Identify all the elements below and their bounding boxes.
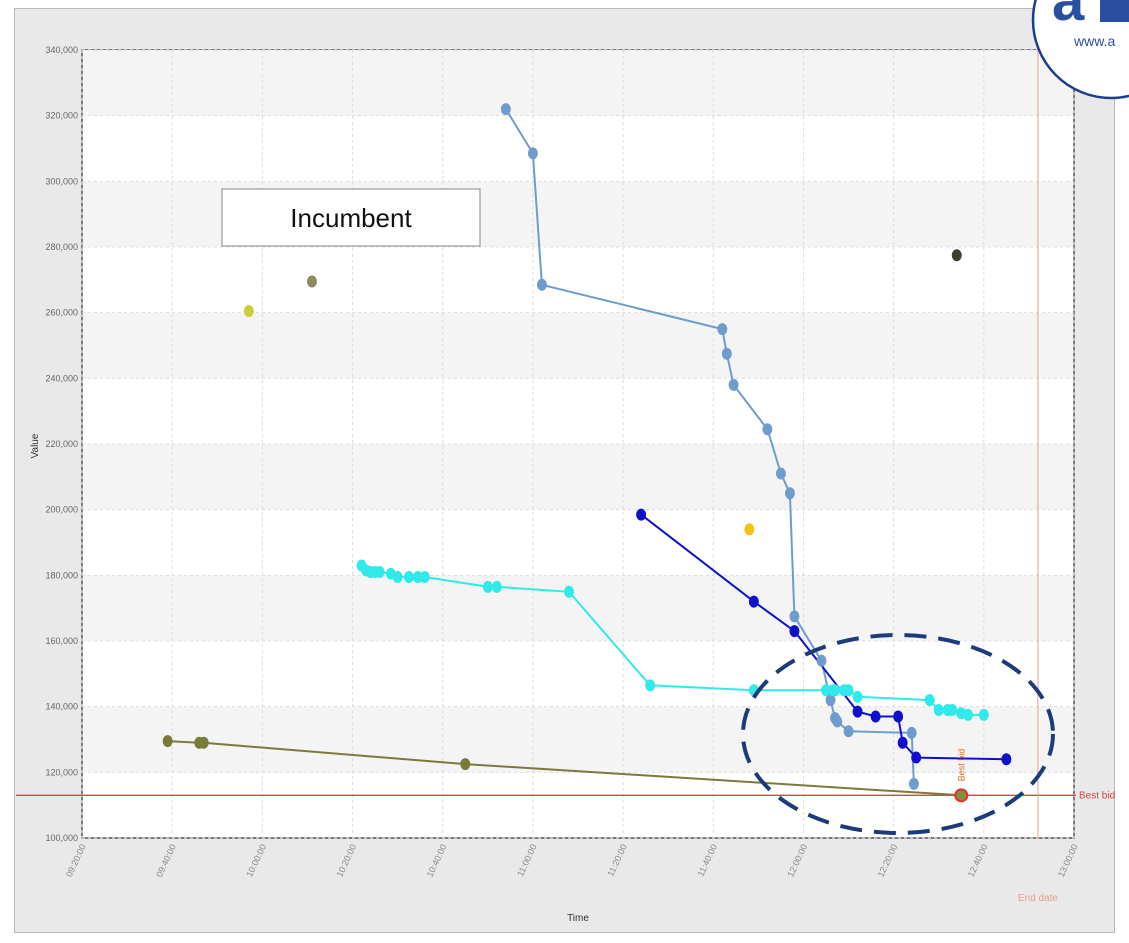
- series-2-point: [748, 595, 759, 608]
- series-1-point: [762, 423, 773, 436]
- x-tick-label: 10:20:00: [334, 843, 358, 879]
- x-tick-label: 13:00:00: [1056, 843, 1080, 879]
- logo: a www.a: [1031, 0, 1129, 100]
- best-bid-marker: [954, 788, 969, 803]
- series-1-point: [908, 777, 919, 790]
- series-3-point: [482, 580, 493, 593]
- series-2-point: [897, 736, 908, 749]
- y-tick-label: 180,000: [45, 570, 78, 580]
- reference-lines: Best bid End date: [16, 50, 1115, 904]
- incumbent-annotation: Incumbent: [221, 188, 481, 247]
- series-3-point: [419, 570, 430, 583]
- svg-text:a: a: [1052, 0, 1085, 33]
- plot-band: [83, 706, 1073, 773]
- plot-band: [83, 312, 1073, 379]
- x-tick-label: 11:00:00: [515, 843, 539, 878]
- plot-band: [83, 444, 1073, 510]
- series-3-point: [403, 570, 414, 583]
- y-tick-label: 140,000: [45, 702, 78, 712]
- series-1-point: [825, 694, 836, 707]
- x-tick-label: 11:20:00: [605, 843, 629, 878]
- series-1-point: [784, 487, 795, 500]
- series-1-point: [728, 378, 739, 391]
- series-1-point: [717, 323, 728, 336]
- plot-background: [81, 49, 1075, 839]
- series-3-point: [645, 679, 656, 692]
- series-3-point: [563, 585, 574, 598]
- x-tick-label: 10:00:00: [244, 843, 268, 879]
- y-tick-label: 260,000: [45, 308, 78, 318]
- series-3-point: [933, 703, 944, 716]
- y-tick-label: 280,000: [45, 242, 78, 252]
- y-axis-title: Value: [30, 433, 41, 458]
- best-bid-marker-label: Best bid: [956, 749, 966, 782]
- x-axis-title: Time: [567, 913, 589, 924]
- highlight-ellipse: [741, 633, 1055, 835]
- grid: [81, 49, 1075, 839]
- series-3-point: [392, 570, 403, 583]
- incumbent-label: Incumbent: [290, 203, 412, 233]
- x-tick-label: 12:20:00: [876, 843, 900, 879]
- isolated-point: [951, 249, 962, 262]
- series-1-point: [906, 726, 917, 739]
- y-tick-label: 340,000: [45, 45, 78, 55]
- y-tick-label: 240,000: [45, 373, 78, 383]
- y-axis-ticks: 100,000 120,000 140,000 160,000 180,000 200,0…: [45, 45, 78, 843]
- series-3-point: [947, 703, 958, 716]
- y-tick-label: 160,000: [45, 636, 78, 646]
- series-2-point: [911, 751, 922, 764]
- x-tick-label: 12:40:00: [966, 843, 990, 879]
- series-4-point: [198, 736, 209, 749]
- series-3-point: [843, 684, 854, 697]
- series-1-point: [500, 103, 511, 116]
- series-2-point: [893, 710, 904, 723]
- series-3-point: [374, 566, 385, 579]
- x-tick-label: 12:00:00: [785, 843, 809, 879]
- series-3-point: [852, 690, 863, 703]
- series-1-point: [832, 715, 843, 728]
- y-tick-label: 220,000: [45, 439, 78, 449]
- series-3-point: [830, 684, 841, 697]
- series-3-point: [491, 580, 502, 593]
- series-1-point: [789, 610, 800, 623]
- x-axis-ticks: 09:20:00 09:40:00 10:00:00 10:20:00 10:40:00…: [64, 843, 1080, 879]
- plot-band: [83, 50, 1073, 116]
- plot-band: [83, 575, 1073, 641]
- series-3-point: [924, 694, 935, 707]
- isolated-point: [306, 275, 317, 288]
- x-tick-label: 09:40:00: [154, 843, 178, 879]
- series-3-point: [978, 708, 989, 721]
- incumbent-box: [221, 188, 481, 247]
- isolated-point: [744, 523, 755, 536]
- series-2-point: [852, 705, 863, 718]
- series-2-point: [636, 508, 647, 521]
- x-tick-label: 09:20:00: [64, 843, 88, 879]
- y-tick-label: 200,000: [45, 505, 78, 515]
- series-1-point: [536, 278, 547, 291]
- y-tick-label: 320,000: [45, 111, 78, 121]
- series-3-point: [963, 708, 974, 721]
- series-1-point: [816, 654, 827, 667]
- svg-text:www.a: www.a: [1073, 33, 1115, 49]
- series-1-point: [775, 467, 786, 480]
- x-tick-label: 10:40:00: [425, 843, 449, 879]
- series-2-point: [1001, 753, 1012, 766]
- series-1-point: [843, 725, 854, 738]
- best-bid-label: Best bid: [1079, 790, 1115, 801]
- end-date-label: End date: [1018, 893, 1058, 904]
- y-tick-label: 120,000: [45, 767, 78, 777]
- series-1-point: [721, 347, 732, 360]
- series-1-point: [527, 147, 538, 160]
- series-4-point: [460, 758, 471, 771]
- y-tick-label: 300,000: [45, 176, 78, 186]
- y-tick-label: 100,000: [45, 833, 78, 843]
- series-2-point: [789, 625, 800, 638]
- series-2-point: [870, 710, 881, 723]
- series-4-point: [162, 735, 173, 748]
- isolated-point: [243, 305, 254, 318]
- x-tick-label: 11:40:00: [695, 843, 719, 878]
- overlay-group: Best bid: [741, 633, 1055, 835]
